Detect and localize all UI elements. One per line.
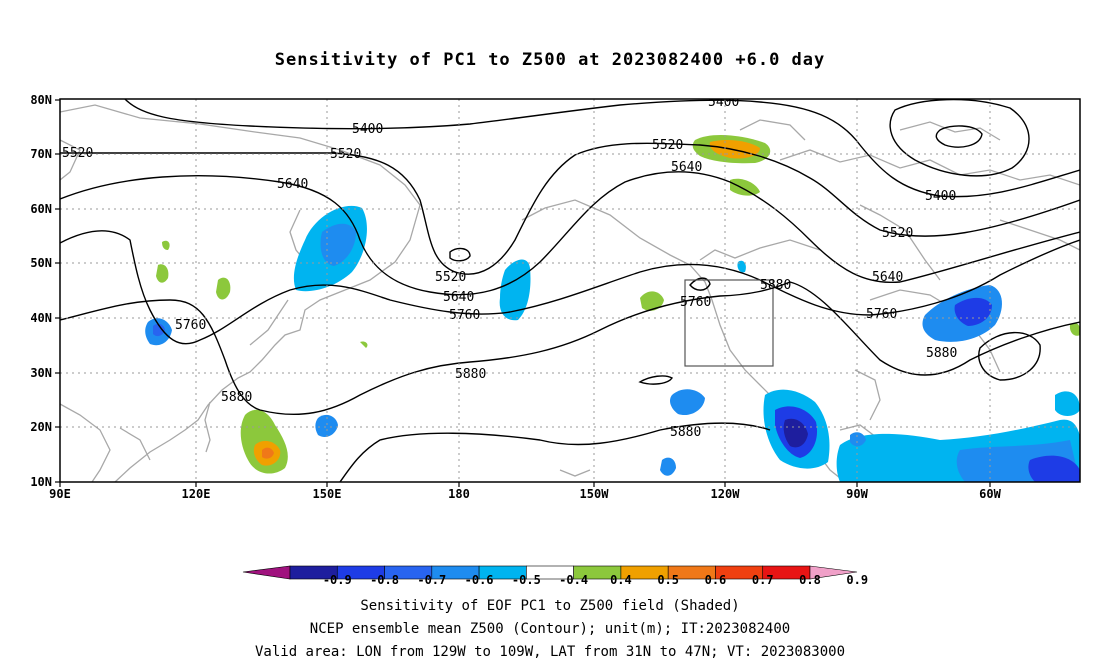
- longitude-labels: 90E 120E 150E 180 150W 120W 90W 60W: [49, 487, 1001, 501]
- contour-5520: [60, 142, 1080, 275]
- svg-text:5880: 5880: [760, 278, 791, 293]
- svg-text:5760: 5760: [866, 307, 897, 322]
- colorbar-label: -0.5: [512, 573, 541, 587]
- svg-text:5880: 5880: [455, 367, 486, 382]
- figure-title: Sensitivity of PC1 to Z500 at 2023082400…: [274, 50, 826, 70]
- colorbar-label: 0.5: [657, 573, 679, 587]
- svg-text:5640: 5640: [671, 160, 702, 175]
- shade-pacific-north: [499, 259, 531, 321]
- colorbar-label: -0.4: [559, 573, 588, 587]
- lat-label: 70N: [30, 147, 52, 161]
- svg-text:5880: 5880: [221, 390, 252, 405]
- colorbar: -0.9 -0.8 -0.7 -0.6 -0.5 -0.4 0.4 0.5 0.6 0.7 0.8 0…: [242, 565, 868, 587]
- colorbar-label: 0.9: [846, 573, 868, 587]
- caption-line-1: Sensitivity of EOF PC1 to Z500 field (Sh…: [360, 598, 740, 614]
- colorbar-label: -0.7: [417, 573, 446, 587]
- figure-caption: Sensitivity of EOF PC1 to Z500 field (Sh…: [0, 595, 1100, 664]
- svg-text:5520: 5520: [882, 226, 913, 241]
- svg-text:5520: 5520: [435, 270, 466, 285]
- lat-label: 20N: [30, 420, 52, 434]
- lon-label: 150E: [313, 487, 342, 501]
- valid-area-box: [684, 279, 774, 367]
- lon-label: 60W: [979, 487, 1001, 501]
- svg-text:5760: 5760: [680, 295, 711, 310]
- svg-text:5400: 5400: [352, 122, 383, 137]
- lat-label: 80N: [30, 93, 52, 107]
- caption-line-3: Valid area: LON from 129W to 109W, LAT f…: [254, 644, 845, 660]
- grid-lines: [60, 99, 1080, 482]
- colorbar-label: -0.9: [323, 573, 352, 587]
- svg-text:5520: 5520: [330, 147, 361, 162]
- svg-text:5760: 5760: [175, 318, 206, 333]
- lat-label: 30N: [30, 366, 52, 380]
- svg-text:5760: 5760: [449, 308, 480, 323]
- colorbar-label: -0.8: [370, 573, 399, 587]
- contour-labels: 5400 5400 5400 5520 5520 5520 5520 5520 …: [62, 95, 957, 440]
- lat-label: 10N: [30, 475, 52, 489]
- shade-pacific-green: [640, 291, 664, 311]
- contour-5760: [60, 230, 1080, 345]
- svg-text:5520: 5520: [652, 138, 683, 153]
- contour-5400-loop: [889, 99, 1030, 177]
- z500-contours: [60, 99, 1080, 482]
- lon-label: 120W: [711, 487, 741, 501]
- coastlines: [60, 104, 1080, 482]
- shade-hawaii: [670, 389, 705, 416]
- plot-frame: [59, 98, 1081, 483]
- colorbar-label: 0.6: [705, 573, 727, 587]
- colorbar-right-extension: [809, 565, 858, 580]
- lat-label: 40N: [30, 311, 52, 325]
- latitude-labels: 80N 70N 60N 50N 40N 30N 20N 10N: [30, 93, 52, 489]
- shade-west-pacific: [315, 414, 338, 437]
- lat-label: 50N: [30, 256, 52, 270]
- svg-text:5400: 5400: [925, 189, 956, 204]
- svg-text:5520: 5520: [62, 146, 93, 161]
- shade-kamchatka-core: [320, 223, 356, 266]
- svg-text:5640: 5640: [872, 270, 903, 285]
- lon-label: 90E: [49, 487, 71, 501]
- lon-label: 180: [448, 487, 470, 501]
- colorbar-left-extension: [242, 565, 291, 580]
- svg-text:5880: 5880: [926, 346, 957, 361]
- lon-label: 150W: [580, 487, 610, 501]
- colorbar-label: 0.7: [752, 573, 774, 587]
- contour-5880: [60, 281, 1080, 416]
- svg-text:5640: 5640: [277, 177, 308, 192]
- svg-text:5400: 5400: [708, 95, 739, 110]
- lon-label: 120E: [182, 487, 211, 501]
- axis-ticks: [55, 99, 991, 487]
- lon-label: 90W: [846, 487, 868, 501]
- sensitivity-map: 5400 5400 5400 5520 5520 5520 5520 5520 …: [30, 93, 1081, 587]
- svg-text:5880: 5880: [670, 425, 701, 440]
- colorbar-label: 0.4: [610, 573, 632, 587]
- colorbar-label: -0.6: [465, 573, 494, 587]
- contour-5400: [124, 99, 1080, 198]
- caption-line-2: NCEP ensemble mean Z500 (Contour); unit(…: [309, 621, 791, 637]
- contour-5640: [60, 171, 1080, 296]
- contour-5880-south: [339, 422, 771, 482]
- lat-label: 60N: [30, 202, 52, 216]
- colorbar-label: 0.8: [799, 573, 821, 587]
